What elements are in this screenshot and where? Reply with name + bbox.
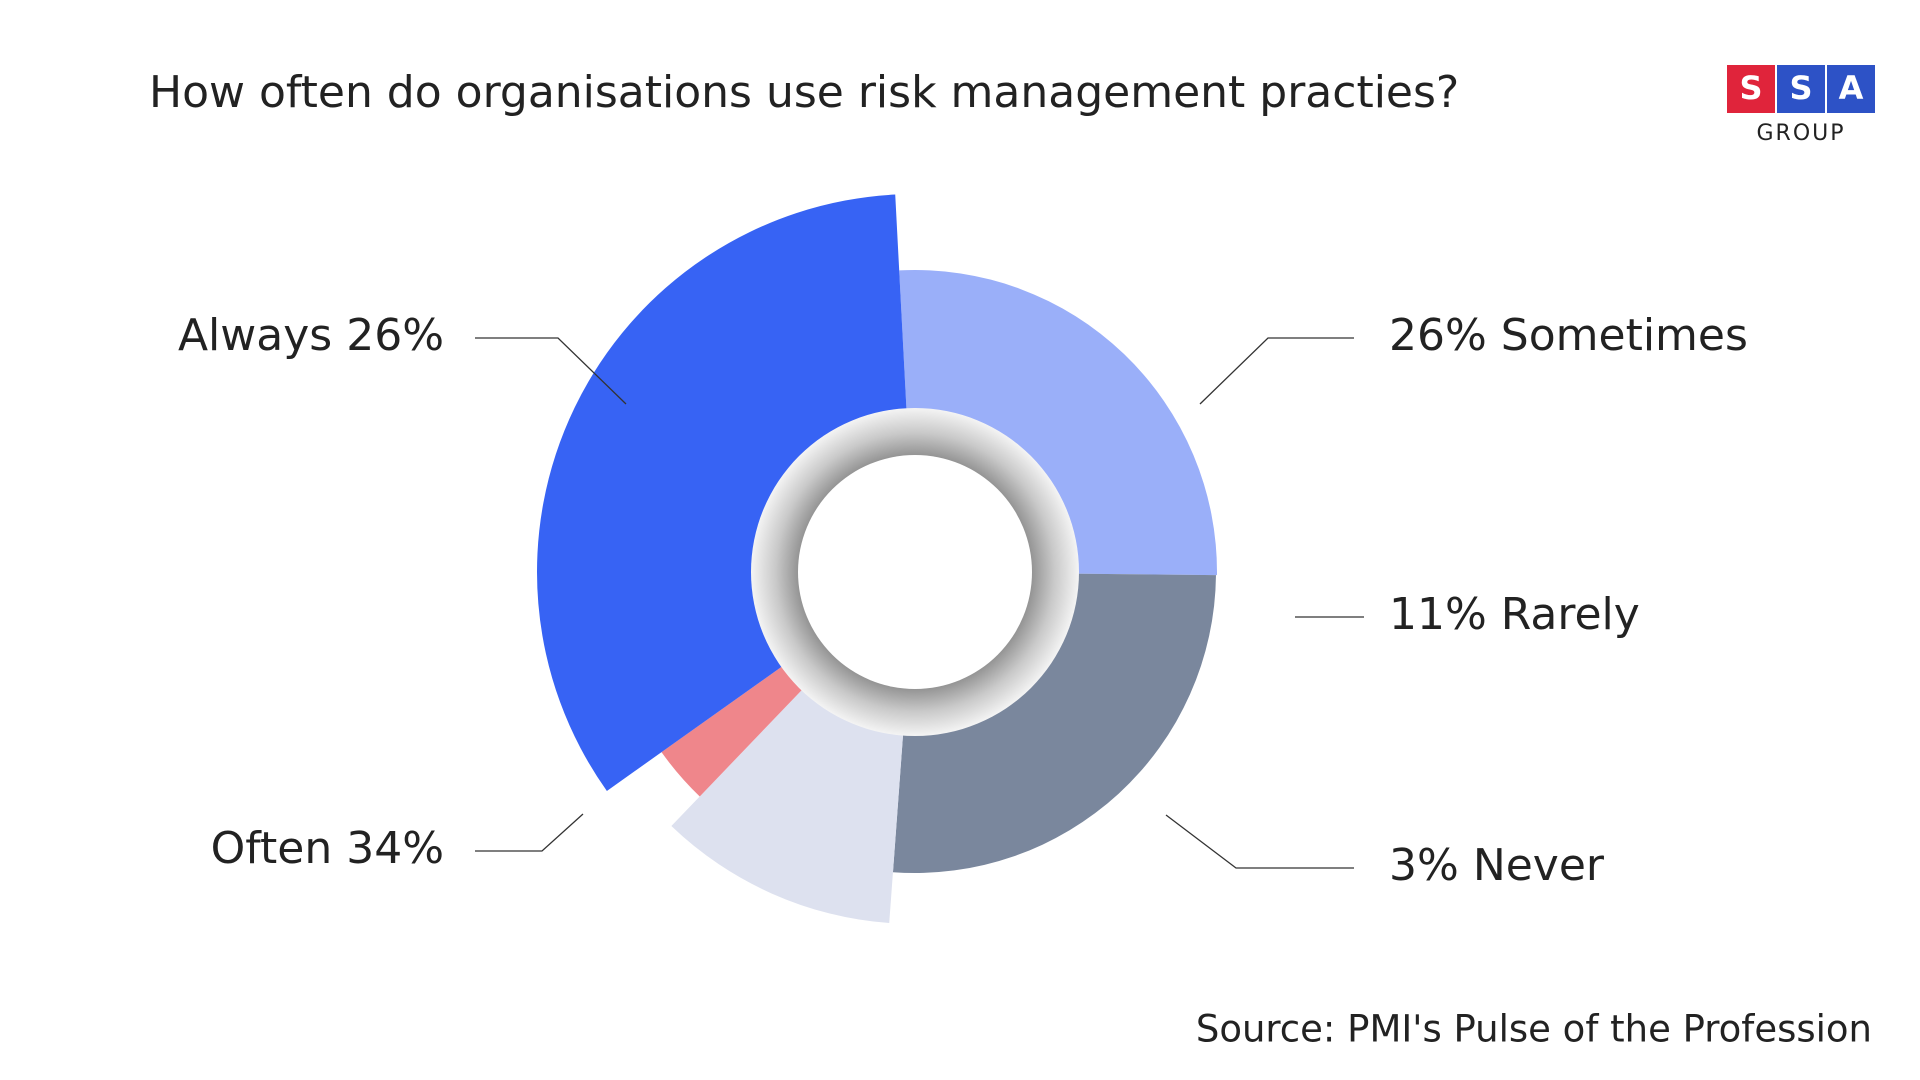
center-hole [798,455,1032,689]
value-label: 34% [346,823,444,874]
category-label: Rarely [1501,589,1640,640]
slice [537,194,909,791]
value-label: 3% [1389,840,1459,891]
category-label: Sometimes [1501,310,1748,361]
chart-title: How often do organisations use risk mana… [149,67,1459,118]
slice-label: Always 26% [178,310,444,361]
slice-label: 3% Never [1389,840,1605,891]
leader-line [475,813,584,852]
value-label: 26% [1389,310,1487,361]
category-label: Always [178,310,332,361]
slice-label: 26% Sometimes [1389,310,1748,361]
slice [892,573,1216,873]
donut [537,194,1217,924]
value-label: 11% [1389,589,1487,640]
slice [661,647,826,797]
value-label: 26% [346,310,444,361]
leader-line [475,337,627,405]
category-label: Never [1473,840,1605,891]
slice-label: Often 34% [211,823,444,874]
logo-letter: S [1789,69,1812,107]
leader-line [1165,814,1354,869]
slice-label: 11% Rarely [1389,589,1640,640]
leader-line [1199,337,1354,405]
logo-letter: S [1739,69,1762,107]
logo-subtitle: GROUP [1756,121,1845,146]
source: Source: PMI's Pulse of the Profession [1196,1008,1872,1051]
category-label: Often [211,823,333,874]
logo-box [1777,65,1825,113]
slice [899,270,1217,576]
logo-letter: A [1839,69,1864,107]
logo-box [1727,65,1775,113]
slice [671,665,906,924]
logo-box [1827,65,1875,113]
